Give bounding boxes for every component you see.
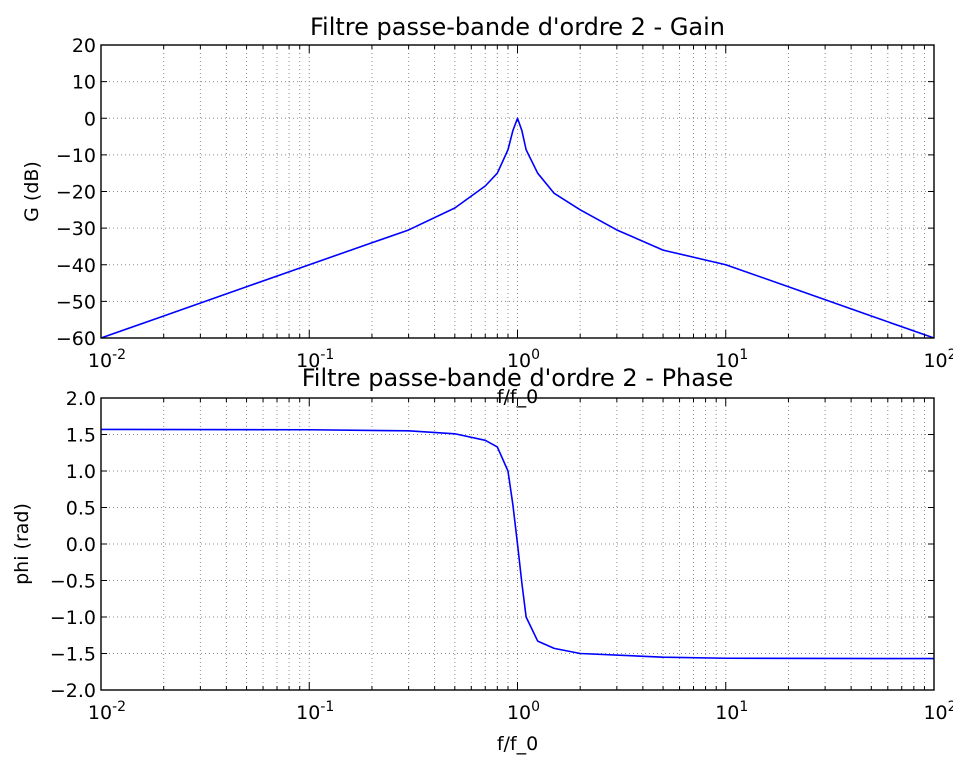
gain-ytick-label: −10 [56, 145, 96, 167]
phase-ytick-label: 2.0 [66, 388, 96, 410]
gain-ytick-label: 20 [72, 35, 96, 57]
phase-ytick-label: −1.5 [50, 644, 96, 666]
phase-ytick-label: −1.0 [50, 607, 96, 629]
gain-ytick-label: 10 [72, 72, 96, 94]
gain-ytick-label: −60 [56, 328, 96, 350]
phase-ytick-label: 1.0 [66, 461, 96, 483]
gain-ylabel: G (dB) [21, 161, 43, 222]
phase-ytick-label: −2.0 [50, 680, 96, 702]
phase-ytick-label: 0.0 [66, 534, 96, 556]
gain-ytick-label: −50 [56, 291, 96, 313]
phase-xtick-label: 101 [715, 699, 748, 724]
gain-title: Filtre passe-bande d'ordre 2 - Gain [310, 13, 725, 41]
gain-xlabel: f/f_0 [497, 386, 538, 408]
gain-ytick-label: −40 [56, 255, 96, 277]
phase-grid [101, 398, 934, 690]
phase-ytick-label: 1.5 [66, 425, 96, 447]
phase-panel: phi (rad) f/f_0 2.0 1.5 1.0 0.5 0.0 −0.5 −1.0 −… [11, 364, 953, 755]
phase-ytick-label: 0.5 [66, 498, 96, 520]
gain-panel: G (dB) f/f_0 20100−10−20−30−40−50−6010-2… [21, 13, 953, 408]
phase-xlabel: f/f_0 [497, 733, 538, 755]
phase-ylabel: phi (rad) [11, 503, 33, 585]
gain-ytick-label: −30 [56, 218, 96, 240]
gain-ytick-label: 0 [84, 108, 96, 130]
phase-line [100, 428, 935, 660]
gain-line [100, 117, 935, 339]
phase-ytick-label: −0.5 [50, 571, 96, 593]
phase-title: Filtre passe-bande d'ordre 2 - Phase [302, 364, 733, 392]
gain-ytick-label: −20 [56, 182, 96, 204]
